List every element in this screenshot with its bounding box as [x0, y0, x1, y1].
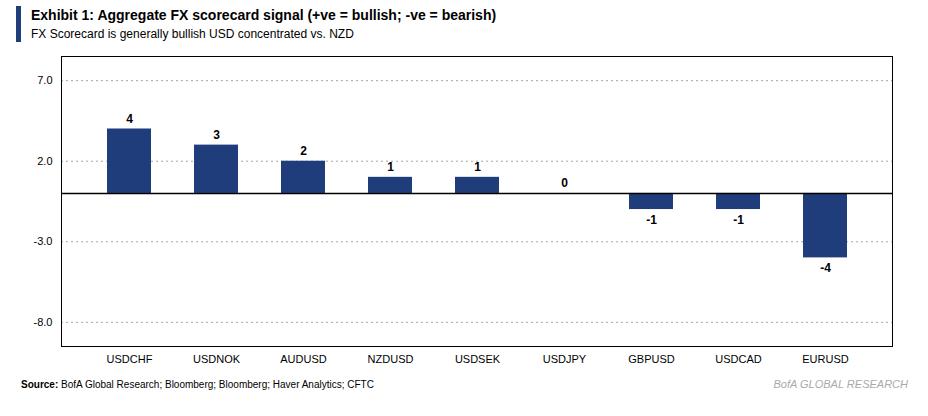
svg-text:-1: -1	[733, 213, 744, 227]
html-text:Source: BofA Global Research;: Source: BofA Global Research; Bloomberg;…	[21, 379, 374, 390]
svg-text:EURUSD: EURUSD	[802, 353, 849, 365]
html-text:BofA GLOBAL RESEARCH: BofA GLOBAL RESEARCH	[773, 378, 908, 390]
svg-text:USDJPY: USDJPY	[543, 353, 587, 365]
html-text:FX Scorecard is generally bull: FX Scorecard is generally bullish USD co…	[31, 27, 354, 41]
svg-text:2.0: 2.0	[37, 155, 52, 167]
svg-text:7.0: 7.0	[37, 74, 52, 86]
svg-text:-1: -1	[646, 213, 657, 227]
svg-text:-8.0: -8.0	[34, 316, 53, 328]
svg-text:1: 1	[474, 160, 481, 174]
svg-text:2: 2	[300, 144, 307, 158]
svg-text:USDSEK: USDSEK	[455, 353, 501, 365]
svg-text:GBPUSD: GBPUSD	[628, 353, 675, 365]
svg-text:USDNOK: USDNOK	[193, 353, 241, 365]
svg-text:-4: -4	[820, 261, 831, 275]
svg-text:4: 4	[126, 112, 133, 126]
svg-text:USDCAD: USDCAD	[715, 353, 762, 365]
svg-text:NZDUSD: NZDUSD	[368, 353, 414, 365]
svg-text:0: 0	[561, 176, 568, 190]
svg-text:AUDUSD: AUDUSD	[280, 353, 327, 365]
svg-text:-3.0: -3.0	[34, 235, 53, 247]
html-text:Exhibit 1: Aggregate FX scorec: Exhibit 1: Aggregate FX scorecard signal…	[31, 7, 497, 23]
svg-text:1: 1	[387, 160, 394, 174]
svg-text:USDCHF: USDCHF	[107, 353, 153, 365]
svg-text:3: 3	[213, 128, 220, 142]
